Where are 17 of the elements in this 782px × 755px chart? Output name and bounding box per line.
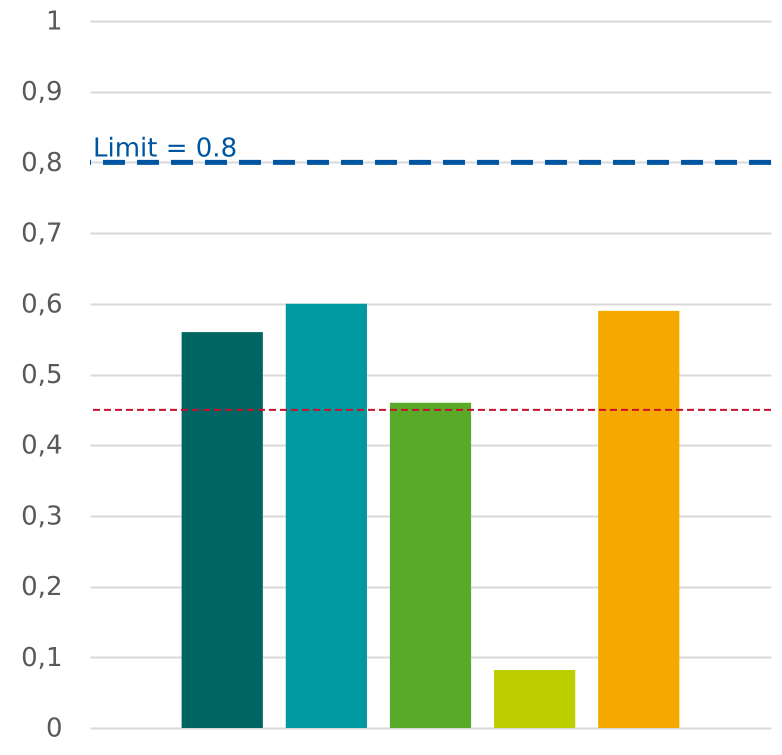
y-tick-label: 0,3 [21, 501, 62, 532]
y-tick-label: 0,7 [21, 218, 62, 249]
bar [182, 332, 263, 728]
y-tick-label: 0,5 [21, 360, 62, 390]
y-tick-label: 0,4 [21, 430, 62, 461]
y-tick-label: 0,2 [21, 572, 62, 602]
ref-line-label: Limit = 0.8 [93, 133, 238, 164]
bar [286, 304, 367, 728]
bar [494, 670, 576, 728]
y-tick-label: 1 [46, 6, 62, 36]
y-tick-label: 0,6 [21, 289, 62, 320]
y-tick-label: 0 [46, 714, 62, 744]
y-tick-label: 0,8 [21, 148, 62, 178]
bar [598, 310, 680, 728]
y-tick-label: 0,1 [21, 642, 62, 673]
bar [390, 402, 472, 728]
y-tick-label: 0,9 [21, 77, 62, 108]
